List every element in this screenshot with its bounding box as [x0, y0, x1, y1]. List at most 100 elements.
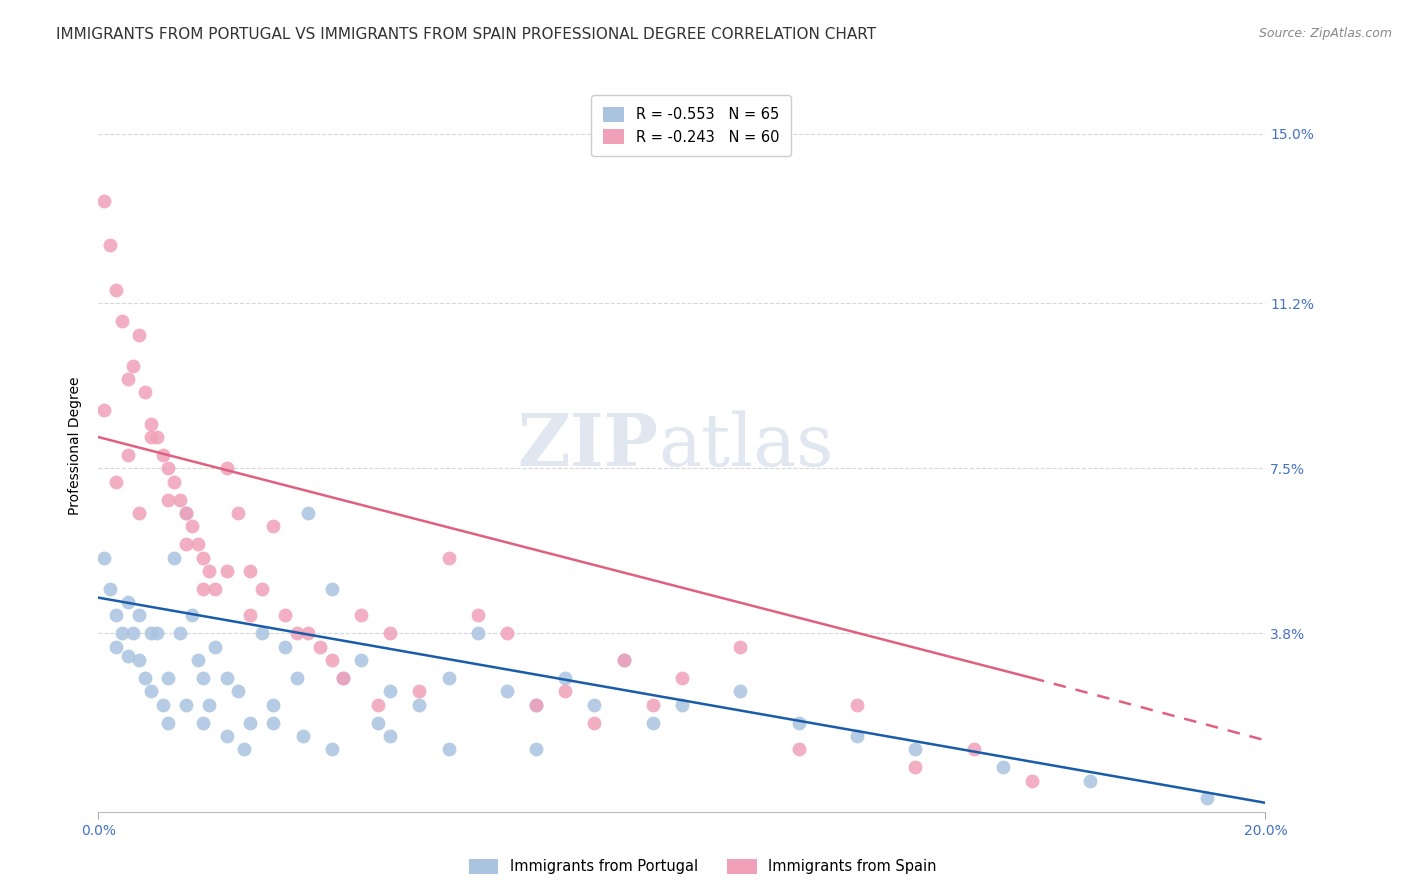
Point	[297, 506, 319, 520]
Point	[274, 608, 297, 623]
Point	[193, 715, 215, 730]
Point	[467, 608, 489, 623]
Point	[250, 582, 273, 596]
Point	[152, 698, 174, 712]
Point	[524, 698, 547, 712]
Point	[111, 626, 134, 640]
Point	[641, 698, 664, 712]
Point	[174, 698, 197, 712]
Point	[496, 684, 519, 698]
Point	[332, 671, 354, 685]
Point	[174, 537, 197, 551]
Point	[174, 506, 197, 520]
Point	[1195, 791, 1218, 805]
Point	[98, 238, 121, 252]
Point	[297, 626, 319, 640]
Point	[991, 760, 1014, 774]
Point	[93, 403, 115, 417]
Point	[93, 550, 115, 565]
Point	[233, 742, 256, 756]
Point	[380, 684, 402, 698]
Point	[641, 715, 664, 730]
Point	[104, 283, 127, 297]
Point	[554, 684, 576, 698]
Point	[93, 194, 115, 208]
Point	[104, 608, 127, 623]
Point	[962, 742, 984, 756]
Point	[169, 626, 191, 640]
Point	[285, 671, 308, 685]
Point	[846, 698, 869, 712]
Point	[671, 671, 693, 685]
Point	[215, 564, 238, 578]
Point	[157, 461, 180, 475]
Point	[128, 653, 150, 667]
Point	[134, 385, 156, 400]
Point	[104, 640, 127, 654]
Point	[612, 653, 634, 667]
Point	[104, 475, 127, 489]
Point	[408, 684, 430, 698]
Point	[139, 417, 162, 431]
Point	[787, 715, 810, 730]
Point	[250, 626, 273, 640]
Point	[437, 671, 460, 685]
Point	[117, 648, 139, 663]
Point	[321, 653, 343, 667]
Point	[122, 626, 145, 640]
Point	[671, 698, 693, 712]
Y-axis label: Professional Degree: Professional Degree	[69, 376, 83, 516]
Point	[128, 608, 150, 623]
Point	[198, 564, 221, 578]
Point	[180, 519, 202, 533]
Point	[187, 537, 209, 551]
Point	[193, 582, 215, 596]
Text: ZIP: ZIP	[517, 410, 658, 482]
Point	[730, 640, 752, 654]
Point	[285, 626, 308, 640]
Point	[1021, 773, 1043, 788]
Point	[1080, 773, 1102, 788]
Point	[437, 550, 460, 565]
Point	[524, 742, 547, 756]
Point	[117, 448, 139, 462]
Point	[239, 608, 262, 623]
Point	[146, 626, 169, 640]
Point	[128, 506, 150, 520]
Point	[787, 742, 810, 756]
Point	[321, 742, 343, 756]
Point	[846, 729, 869, 743]
Point	[554, 671, 576, 685]
Point	[204, 582, 226, 596]
Point	[157, 671, 180, 685]
Point	[350, 608, 373, 623]
Point	[262, 519, 284, 533]
Point	[128, 327, 150, 342]
Point	[146, 430, 169, 444]
Point	[239, 715, 262, 730]
Point	[228, 506, 250, 520]
Point	[262, 698, 284, 712]
Point	[139, 430, 162, 444]
Point	[111, 314, 134, 328]
Point	[262, 715, 284, 730]
Point	[174, 506, 197, 520]
Point	[367, 715, 389, 730]
Point	[157, 715, 180, 730]
Point	[187, 653, 209, 667]
Point	[215, 729, 238, 743]
Point	[321, 582, 343, 596]
Point	[122, 359, 145, 373]
Point	[467, 626, 489, 640]
Point	[139, 684, 162, 698]
Point	[730, 684, 752, 698]
Point	[193, 671, 215, 685]
Point	[380, 626, 402, 640]
Point	[193, 550, 215, 565]
Point	[152, 448, 174, 462]
Point	[350, 653, 373, 667]
Point	[228, 684, 250, 698]
Point	[380, 729, 402, 743]
Point	[204, 640, 226, 654]
Point	[904, 742, 927, 756]
